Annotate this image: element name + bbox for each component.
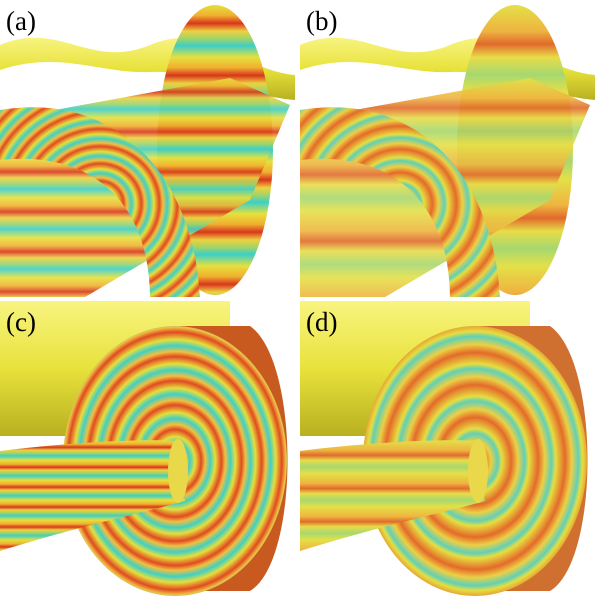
panel-label: (d) xyxy=(306,307,337,337)
panel-c xyxy=(0,301,288,596)
small-tube xyxy=(300,440,485,551)
panel-d xyxy=(300,301,588,596)
panel-label: (b) xyxy=(306,6,337,36)
panel-label: (c) xyxy=(6,307,36,337)
small-tube xyxy=(0,440,185,551)
panel-a xyxy=(0,5,295,297)
panel-label: (a) xyxy=(6,6,36,36)
tube-end xyxy=(168,439,188,503)
front-ring xyxy=(0,107,200,297)
tube-end xyxy=(468,439,488,503)
panel-b xyxy=(300,5,595,297)
front-ring xyxy=(300,107,500,297)
